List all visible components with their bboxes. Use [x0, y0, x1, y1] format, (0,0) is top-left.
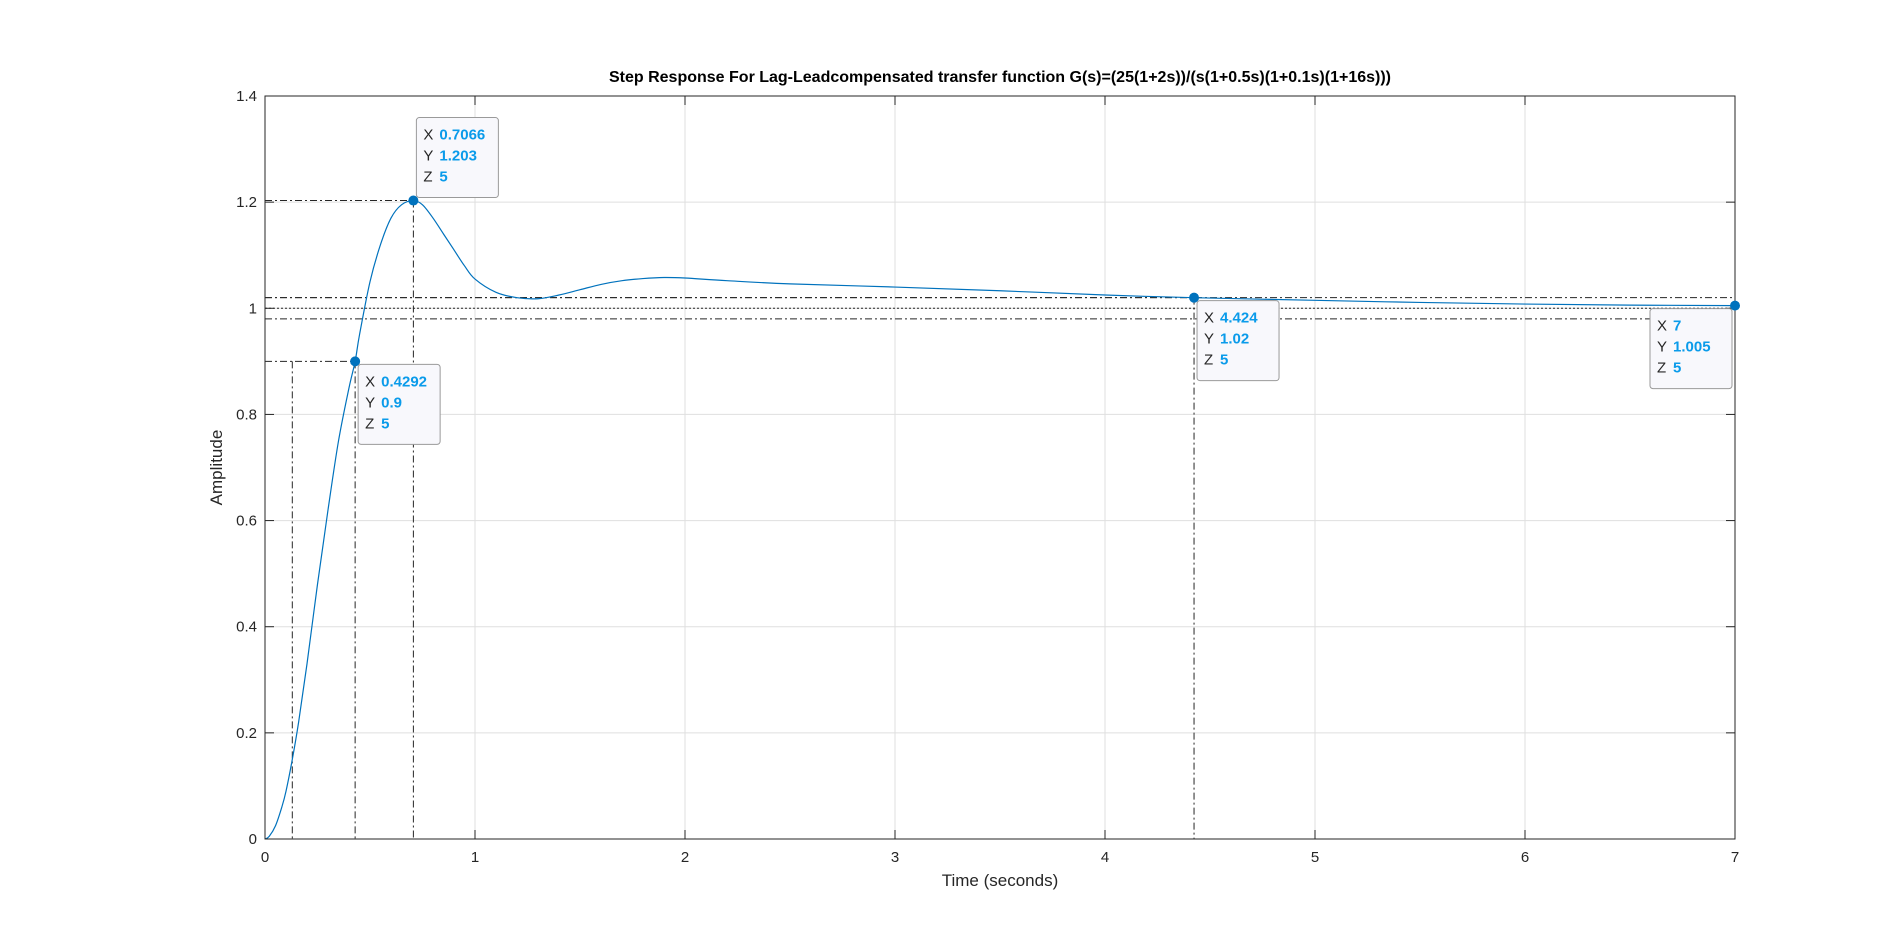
x-tick-label: 0 [261, 849, 269, 866]
datatip-value: 4.424 [1220, 310, 1258, 327]
datatip-key: Z [365, 415, 374, 432]
x-axis-label: Time (seconds) [942, 871, 1059, 890]
datatip-box [415, 117, 499, 199]
datatip-box [1649, 308, 1733, 390]
datatip-key: X [365, 373, 375, 390]
y-tick-label: 0.8 [236, 406, 257, 423]
datatip-value: 0.4292 [381, 373, 427, 390]
y-axis-label: Amplitude [207, 430, 226, 506]
y-tick-label: 0.6 [236, 513, 257, 530]
x-tick-label: 3 [891, 849, 899, 866]
datatip-key: Y [1204, 331, 1214, 348]
datatip-key: Z [423, 169, 432, 186]
x-tick-label: 5 [1311, 849, 1319, 866]
y-tick-label: 1 [249, 300, 257, 317]
y-tick-label: 1.4 [236, 88, 257, 105]
y-tick-label: 1.2 [236, 194, 257, 211]
datatip-value: 1.02 [1220, 331, 1249, 348]
datatip-marker [350, 356, 361, 367]
datatip-key: X [1204, 310, 1214, 327]
datatip-key: X [1657, 318, 1667, 335]
ticks: 0 1 2 3 4 5 6 7 0 0.2 0.4 0.6 0.8 1 1.2 1.4 [236, 88, 1739, 866]
datatip-value: 0.7066 [439, 127, 485, 144]
datatip-marker [408, 195, 419, 206]
datatip-value: 5 [439, 169, 447, 186]
datatip-value: 7 [1673, 318, 1681, 335]
datatip-marker [1730, 300, 1740, 311]
step-response-line[interactable] [264, 199, 1736, 840]
datatip: X 4.424 Y 1.02 Z 5 [1196, 300, 1280, 382]
datatip-value: 1.005 [1673, 339, 1711, 356]
datatip-marker [1189, 292, 1200, 303]
chart-title: Step Response For Lag-Leadcompensated tr… [609, 69, 1391, 86]
datatip-key: Z [1657, 360, 1666, 377]
x-tick-label: 7 [1731, 849, 1739, 866]
x-tick-label: 1 [471, 849, 479, 866]
datatip-value: 0.9 [381, 394, 402, 411]
axes-box [264, 95, 1736, 840]
datatip: X 0.7066 Y 1.203 Z 5 [415, 117, 499, 199]
datatip-box [357, 363, 441, 445]
datatip-key: Z [1204, 352, 1213, 369]
datatip-key: Y [365, 394, 375, 411]
datatip-key: Y [1657, 339, 1667, 356]
y-tick-label: 0.2 [236, 725, 257, 742]
x-tick-label: 4 [1101, 849, 1109, 866]
datatip: X 7Y 1.005 Z 5 [1649, 308, 1733, 390]
datatip-value: 5 [1673, 360, 1681, 377]
y-tick-label: 0.4 [236, 619, 257, 636]
datatip-box [1196, 300, 1280, 382]
x-tick-label: 2 [681, 849, 689, 866]
x-tick-label: 6 [1521, 849, 1529, 866]
datatip-key: X [423, 127, 433, 144]
datatip-markers [350, 195, 1740, 367]
datatip-value: 1.203 [439, 148, 477, 165]
datatip: X 0.4292 Y 0.9 Z 5 [357, 363, 441, 445]
datatip-value: 5 [1220, 352, 1228, 369]
characteristic-guides [265, 200, 1735, 839]
datatip-key: Y [423, 148, 433, 165]
y-tick-label: 0 [249, 831, 257, 848]
datatip-value: 5 [381, 415, 389, 432]
